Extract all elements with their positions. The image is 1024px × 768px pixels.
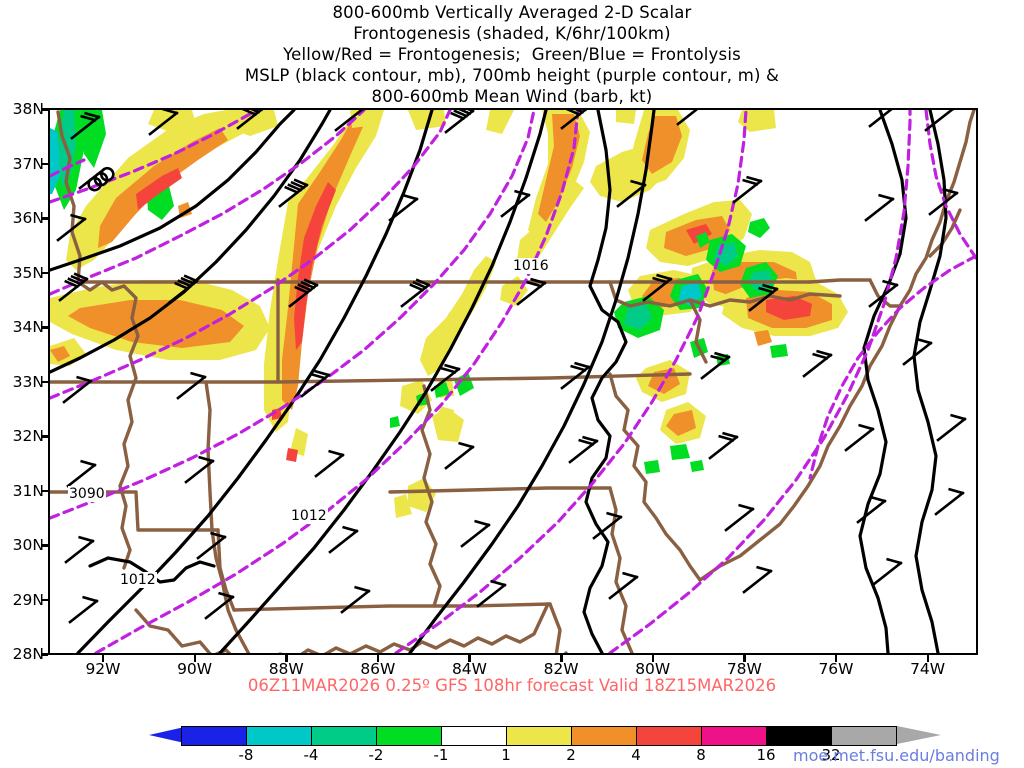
title-line-3: Yellow/Red = Frontogenesis; Green/Blue =…: [283, 45, 741, 64]
x-tick-label: 80W: [635, 660, 671, 678]
weather-map-plot[interactable]: 1016 3090 1012 1012: [48, 108, 978, 655]
colorbar-swatches: [181, 726, 897, 746]
frontogenesis-shading: [50, 110, 848, 518]
colorbar-tick: -1: [433, 746, 449, 764]
contour-value-label: 3090: [68, 486, 106, 502]
title-line-2: Frontogenesis (shaded, K/6hr/100km): [353, 24, 671, 43]
chart-title: 800-600mb Vertically Averaged 2-D Scalar…: [0, 2, 1024, 107]
y-tick-label: 30N: [12, 536, 44, 554]
y-tick-mark: [41, 271, 48, 274]
x-tick-label: 92W: [85, 660, 121, 678]
y-tick-mark: [41, 489, 48, 492]
colorbar-tick: 8: [696, 746, 706, 764]
colorbar-tick: 2: [566, 746, 576, 764]
colorbar-tick: -8: [238, 746, 254, 764]
colorbar-swatch: [766, 727, 831, 745]
y-tick-label: 36N: [12, 209, 44, 227]
forecast-caption: 06Z11MAR2026 0.25º GFS 108hr forecast Va…: [247, 676, 777, 695]
y-tick-label: 37N: [12, 154, 44, 173]
y-tick-label: 31N: [12, 481, 44, 500]
y-tick-mark: [41, 544, 48, 547]
y-tick-label: 28N: [12, 645, 44, 663]
colorbar-swatch: [376, 727, 441, 745]
colorbar-tick: 4: [631, 746, 641, 764]
map-canvas: [50, 110, 976, 653]
colorbar-tick: -2: [368, 746, 384, 764]
y-tick-mark: [41, 108, 48, 111]
colorbar-swatch: [506, 727, 571, 745]
contour-value-label: 1012: [119, 572, 157, 588]
x-tick-mark: [101, 655, 105, 662]
x-tick-label: 86W: [360, 660, 396, 678]
colorbar-swatch: [636, 727, 701, 745]
colorbar-swatch: [182, 727, 246, 745]
x-tick-mark: [834, 655, 838, 662]
y-tick-mark: [41, 217, 48, 220]
colorbar-tick: 1: [501, 746, 511, 764]
x-tick-label: 78W: [726, 660, 762, 678]
x-tick-mark: [285, 655, 288, 662]
title-line-1: 800-600mb Vertically Averaged 2-D Scalar: [332, 3, 692, 22]
y-tick-mark: [41, 653, 48, 656]
y-tick-label: 32N: [12, 427, 44, 445]
x-tick-mark: [926, 655, 930, 662]
y-tick-mark: [41, 162, 48, 165]
x-tick-mark: [376, 655, 380, 662]
colorbar-legend: -8 -4 -2 -1 1 2 4 8 16 32: [0, 726, 1024, 768]
y-tick-label: 35N: [12, 263, 44, 282]
colorbar-swatch: [311, 727, 376, 745]
x-tick-mark: [651, 655, 655, 662]
y-tick-mark: [41, 326, 48, 329]
y-tick-label: 33N: [12, 372, 44, 391]
y-tick-label: 29N: [12, 590, 44, 609]
colorbar-right-arrow: [897, 726, 941, 744]
colorbar-swatch: [441, 727, 506, 745]
x-tick-label: 76W: [818, 660, 854, 678]
y-tick-label: 38N: [12, 100, 44, 118]
colorbar-swatch: [701, 727, 766, 745]
y-tick-mark: [41, 435, 48, 438]
colorbar-swatch: [246, 727, 311, 745]
colorbar-tick: -4: [303, 746, 319, 764]
colorbar-swatch: [831, 727, 896, 745]
x-tick-mark: [193, 655, 197, 662]
state-borders: [50, 110, 976, 653]
y-tick-mark: [41, 380, 48, 383]
y-tick-label: 34N: [12, 318, 44, 336]
title-line-4: MSLP (black contour, mb), 700mb height (…: [244, 66, 780, 85]
colorbar-tick: 16: [756, 746, 776, 764]
colorbar-swatch: [571, 727, 636, 745]
title-line-5: 800-600mb Mean Wind (barb, kt): [371, 87, 653, 106]
x-tick-label: 84W: [451, 660, 487, 678]
y-tick-mark: [41, 598, 48, 601]
x-tick-label: 82W: [543, 660, 579, 678]
x-tick-mark: [743, 655, 746, 662]
x-tick-mark: [468, 655, 471, 662]
contour-value-label: 1012: [290, 508, 328, 524]
x-tick-label: 74W: [910, 660, 946, 678]
colorbar-tick: 32: [821, 746, 841, 764]
source-watermark[interactable]: moe.met.fsu.edu/banding: [793, 746, 1000, 765]
x-tick-label: 90W: [177, 660, 213, 678]
x-tick-mark: [560, 655, 563, 662]
wind-barbs: [56, 110, 967, 624]
contour-value-label: 1016: [512, 258, 550, 274]
x-tick-label: 88W: [268, 660, 304, 678]
colorbar-left-arrow: [149, 726, 189, 744]
